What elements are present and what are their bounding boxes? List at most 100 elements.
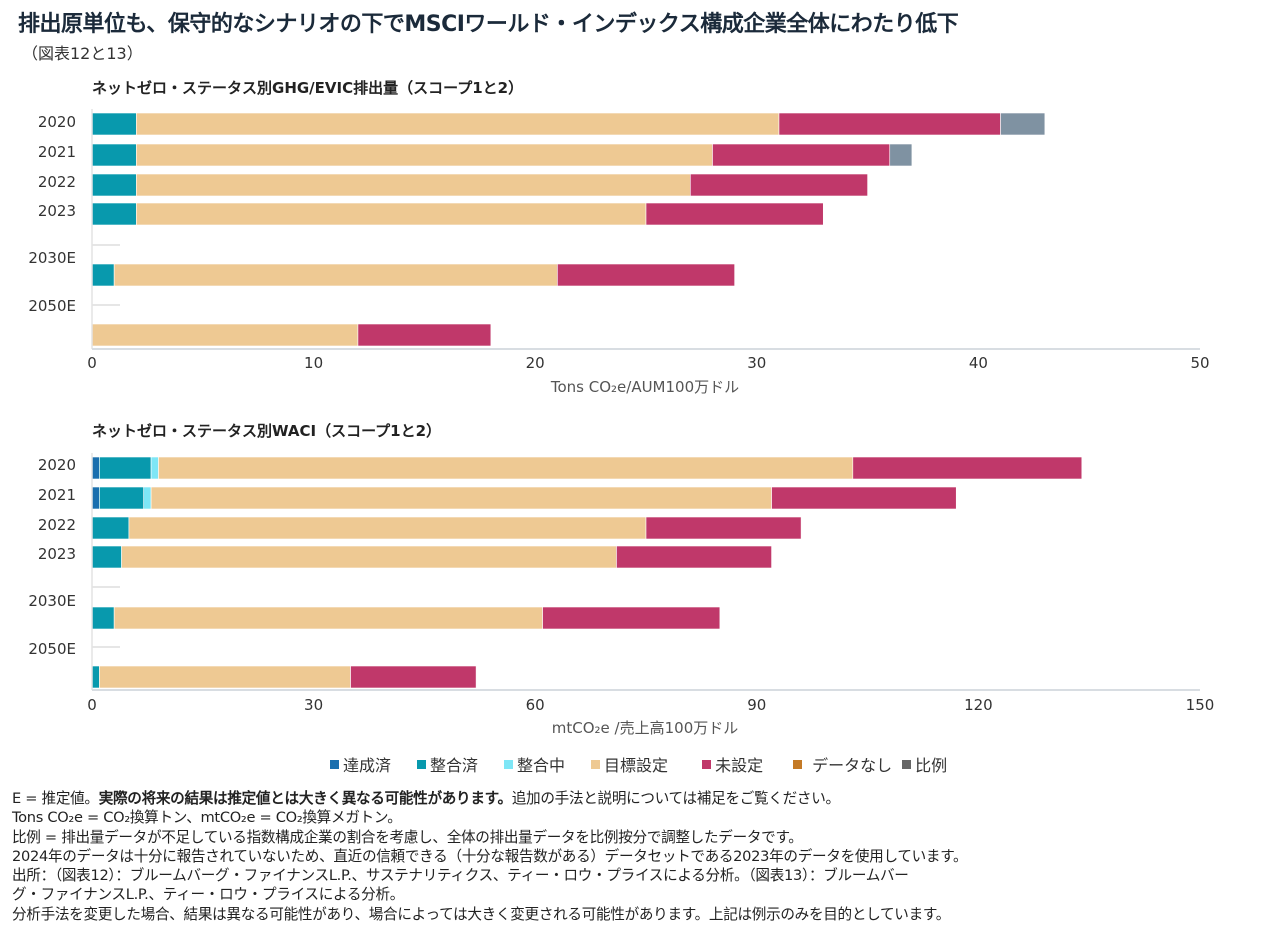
bar-segment-2020-整合中 <box>150 456 159 480</box>
bar-segment-2022-整合済 <box>91 173 137 197</box>
category-label: 2021 <box>38 486 76 504</box>
x-tick-label: 20 <box>526 354 545 372</box>
bar-segment-2021-目標設定 <box>136 143 713 167</box>
bar-segment-2030E-未設定 <box>542 606 721 630</box>
bar-segment-2023-未設定 <box>645 202 824 226</box>
bar-segment-2023-整合済 <box>91 202 137 226</box>
bar-segment-2050E-未設定 <box>357 323 492 347</box>
bar-segment-2022-整合済 <box>91 516 130 540</box>
legend-item-not-set: 未設定 <box>702 752 763 776</box>
legend-swatch <box>702 759 712 769</box>
bar-segment-2030E-整合済 <box>91 263 115 287</box>
legend-item-no-data: データなし <box>793 752 892 776</box>
legend-label: 整合中 <box>517 756 566 775</box>
bar-segment-2023-未設定 <box>616 545 772 569</box>
bar-segment-2030E-目標設定 <box>113 606 543 630</box>
x-tick-label: 90 <box>747 696 766 714</box>
note-source: 出所：（図表12）：ブルームバーグ・ファイナンスL.P.、サステナリティクス、テ… <box>12 867 909 885</box>
legend-swatch <box>330 759 339 769</box>
legend-label: データなし <box>812 756 893 775</box>
bar-segment-2021-整合済 <box>99 486 145 510</box>
bar-segment-2021-目標設定 <box>150 486 772 510</box>
category-label: 2023 <box>38 545 76 563</box>
bar-segment-2021-達成済 <box>91 486 100 510</box>
category-label: 2030E <box>28 249 76 267</box>
bar-segment-2020-整合済 <box>99 456 152 480</box>
legend-swatch <box>504 759 514 769</box>
bar-segment-2022-未設定 <box>690 173 868 197</box>
bar-segment-2050E-目標設定 <box>91 323 359 347</box>
category-label: 2022 <box>38 516 76 534</box>
footnotes: E = 推定値。実際の将来の結果は推定値とは大きく異なる可能性があります。追加の… <box>12 789 968 924</box>
chart1-title: ネットゼロ・ステータス別GHG/EVIC排出量（スコープ1と2） <box>92 79 524 97</box>
category-label: 2050E <box>28 640 76 658</box>
note-estimate: E = 推定値。実際の将来の結果は推定値とは大きく異なる可能性があります。追加の… <box>12 789 967 808</box>
bar-segment-2050E-整合済 <box>91 665 100 689</box>
bar-segment-2030E-目標設定 <box>113 263 558 287</box>
x-tick-label: 0 <box>87 354 97 372</box>
bar-segment-2050E-未設定 <box>350 665 477 689</box>
bar-segment-2021-未設定 <box>712 143 891 167</box>
bar-segment-2020-目標設定 <box>158 456 854 480</box>
bar-segment-2020-未設定 <box>778 112 1001 136</box>
note-methodology: 分析手法を変更した場合、結果は異なる可能性があり、場合によっては大きく変更される… <box>12 905 950 923</box>
legend-label: 整合済 <box>430 756 479 775</box>
page-title: 排出原単位も、保守的なシナリオの下でMSCIワールド・インデックス構成企業全体に… <box>18 12 959 37</box>
bar-segment-2020-達成済 <box>91 456 100 480</box>
category-label: 2020 <box>38 456 76 474</box>
note-units: Tons CO₂e = CO₂換算トン、mtCO₂e = CO₂換算メガトン。 <box>12 809 402 827</box>
legend-swatch <box>591 759 601 769</box>
note-text: E = 推定値。 <box>12 790 99 807</box>
note-source-cont: グ・ファイナンスL.P.、ティー・ロウ・プライスによる分析。 <box>12 886 405 904</box>
legend-swatch <box>417 759 427 769</box>
bar-segment-2021-比例 <box>889 143 913 167</box>
bar-segment-2022-目標設定 <box>136 173 691 197</box>
x-tick-label: 0 <box>87 696 97 714</box>
legend-item-target-set: 目標設定 <box>591 752 668 776</box>
bar-segment-2020-目標設定 <box>136 112 780 136</box>
category-label: 2050E <box>28 297 76 315</box>
legend: 達成済 整合済 整合中 目標設定 未設定 データなし 比例 <box>330 752 973 776</box>
bar-segment-2030E-未設定 <box>557 263 735 287</box>
bar-segment-2030E-整合済 <box>91 606 115 630</box>
bar-segment-2023-目標設定 <box>136 202 647 226</box>
legend-item-achieved: 達成済 <box>330 752 391 776</box>
x-tick-label: 10 <box>304 354 323 372</box>
bar-segment-2020-比例 <box>1000 112 1046 136</box>
x-tick-label: 30 <box>304 696 323 714</box>
note-text: 追加の手法と説明については補足をご覧ください。 <box>511 790 840 807</box>
legend-label: 未設定 <box>715 756 764 775</box>
legend-item-aligned: 整合済 <box>417 752 478 776</box>
x-tick-label: 120 <box>964 696 993 714</box>
x-axis-title: mtCO₂e /売上高100万ドル <box>552 719 738 737</box>
note-proportional: 比例 = 排出量データが不足している指数構成企業の割合を考慮し、全体の排出量デー… <box>12 828 803 846</box>
x-tick-label: 40 <box>969 354 988 372</box>
category-label: 2020 <box>38 113 76 131</box>
bar-segment-2050E-目標設定 <box>99 665 351 689</box>
category-label: 2023 <box>38 202 76 220</box>
category-label: 2022 <box>38 173 76 191</box>
category-label: 2030E <box>28 592 76 610</box>
bar-segment-2021-整合中 <box>143 486 152 510</box>
bar-segment-2022-目標設定 <box>128 516 647 540</box>
legend-swatch <box>793 759 803 769</box>
x-tick-label: 50 <box>1190 354 1209 372</box>
legend-label: 比例 <box>915 756 948 775</box>
bar-segment-2020-未設定 <box>852 456 1083 480</box>
bar-segment-2023-目標設定 <box>121 545 617 569</box>
bar-segment-2021-整合済 <box>91 143 137 167</box>
bar-segment-2020-整合済 <box>91 112 137 136</box>
page-subtitle: （図表12と13） <box>22 44 143 63</box>
legend-label: 目標設定 <box>604 756 669 775</box>
x-tick-label: 30 <box>747 354 766 372</box>
x-tick-label: 150 <box>1186 696 1215 714</box>
chart2-title: ネットゼロ・ステータス別WACI（スコープ1と2） <box>92 422 442 440</box>
legend-item-proportional: 比例 <box>902 752 947 776</box>
x-axis-title: Tons CO₂e/AUM100万ドル <box>550 378 739 396</box>
legend-item-aligning: 整合中 <box>504 752 565 776</box>
bar-segment-2023-整合済 <box>91 545 122 569</box>
bar-segment-2021-未設定 <box>771 486 957 510</box>
legend-label: 達成済 <box>343 756 392 775</box>
note-2024-data: 2024年のデータは十分に報告されていないため、直近の信頼できる（十分な報告数が… <box>12 847 968 865</box>
